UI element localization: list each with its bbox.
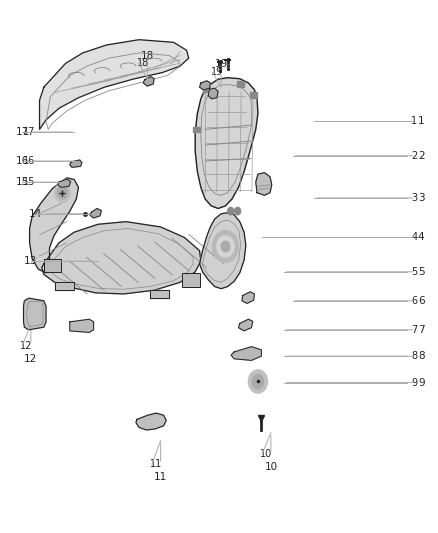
Polygon shape <box>238 319 253 331</box>
Text: 18: 18 <box>137 59 149 68</box>
Polygon shape <box>256 173 272 195</box>
Text: 9: 9 <box>411 377 417 387</box>
Polygon shape <box>242 292 254 303</box>
Text: 9: 9 <box>418 377 424 387</box>
Text: 5: 5 <box>411 267 418 277</box>
Text: 7: 7 <box>418 325 424 335</box>
Text: 7: 7 <box>411 325 418 335</box>
Circle shape <box>57 187 67 199</box>
Polygon shape <box>200 213 246 289</box>
Text: 3: 3 <box>411 193 417 203</box>
Circle shape <box>252 375 264 389</box>
Polygon shape <box>30 178 78 273</box>
Polygon shape <box>208 88 218 99</box>
Text: 15: 15 <box>15 177 29 187</box>
Polygon shape <box>143 77 154 86</box>
Polygon shape <box>42 222 201 294</box>
Text: 18: 18 <box>141 51 154 61</box>
Text: 19: 19 <box>211 67 223 77</box>
Polygon shape <box>195 78 258 208</box>
Text: 3: 3 <box>418 193 424 203</box>
Text: 12: 12 <box>24 354 38 364</box>
Polygon shape <box>70 160 82 167</box>
Bar <box>250 92 257 98</box>
Circle shape <box>217 236 234 257</box>
Polygon shape <box>90 208 101 218</box>
Text: 1: 1 <box>418 116 424 126</box>
Bar <box>193 127 200 132</box>
Bar <box>203 87 210 92</box>
Text: 10: 10 <box>264 462 277 472</box>
Polygon shape <box>70 319 94 333</box>
Circle shape <box>235 207 240 215</box>
Polygon shape <box>55 282 74 290</box>
Circle shape <box>55 183 70 202</box>
Text: 19: 19 <box>215 60 228 69</box>
Bar <box>44 259 61 272</box>
Text: 12: 12 <box>21 341 33 351</box>
Bar <box>182 273 200 287</box>
Text: 6: 6 <box>411 296 417 306</box>
Circle shape <box>228 207 234 215</box>
Polygon shape <box>39 39 189 130</box>
Text: 4: 4 <box>418 232 424 243</box>
Text: 17: 17 <box>23 127 35 137</box>
Polygon shape <box>24 298 46 330</box>
Polygon shape <box>150 290 169 298</box>
Text: 14: 14 <box>36 209 48 219</box>
Text: 13: 13 <box>32 256 44 266</box>
Text: 14: 14 <box>28 209 42 219</box>
Text: 17: 17 <box>15 127 29 137</box>
Text: 8: 8 <box>418 351 424 361</box>
Text: 10: 10 <box>261 449 273 459</box>
Text: 15: 15 <box>23 177 35 187</box>
Text: 1: 1 <box>411 116 417 126</box>
Text: 16: 16 <box>15 156 29 166</box>
Polygon shape <box>231 346 261 360</box>
Text: 5: 5 <box>418 267 424 277</box>
Text: 11: 11 <box>150 459 162 469</box>
Polygon shape <box>136 413 166 430</box>
Text: 4: 4 <box>411 232 417 243</box>
Bar <box>237 82 244 87</box>
Circle shape <box>212 231 238 262</box>
Text: 13: 13 <box>24 256 37 266</box>
Polygon shape <box>200 81 210 90</box>
Circle shape <box>248 370 268 393</box>
Text: 6: 6 <box>418 296 424 306</box>
Text: 2: 2 <box>411 151 418 161</box>
Text: 2: 2 <box>418 151 424 161</box>
Text: 16: 16 <box>23 156 35 166</box>
Circle shape <box>221 241 230 252</box>
Polygon shape <box>58 179 71 188</box>
Text: 11: 11 <box>154 472 167 482</box>
Text: 8: 8 <box>411 351 417 361</box>
